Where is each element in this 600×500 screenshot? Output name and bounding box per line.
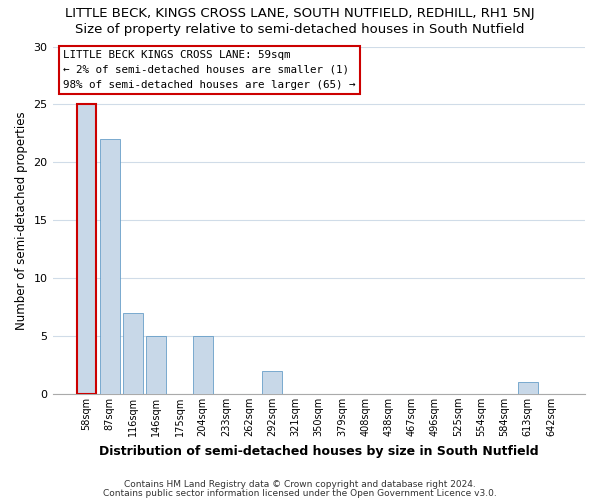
Bar bbox=[123, 313, 143, 394]
Bar bbox=[193, 336, 212, 394]
Text: LITTLE BECK KINGS CROSS LANE: 59sqm
← 2% of semi-detached houses are smaller (1): LITTLE BECK KINGS CROSS LANE: 59sqm ← 2%… bbox=[63, 50, 356, 90]
Text: Contains HM Land Registry data © Crown copyright and database right 2024.: Contains HM Land Registry data © Crown c… bbox=[124, 480, 476, 489]
Text: LITTLE BECK, KINGS CROSS LANE, SOUTH NUTFIELD, REDHILL, RH1 5NJ: LITTLE BECK, KINGS CROSS LANE, SOUTH NUT… bbox=[65, 8, 535, 20]
Bar bbox=[146, 336, 166, 394]
Y-axis label: Number of semi-detached properties: Number of semi-detached properties bbox=[15, 111, 28, 330]
Text: Contains public sector information licensed under the Open Government Licence v3: Contains public sector information licen… bbox=[103, 488, 497, 498]
Bar bbox=[518, 382, 538, 394]
Bar bbox=[77, 104, 97, 394]
Bar bbox=[100, 139, 119, 394]
Bar bbox=[262, 370, 282, 394]
X-axis label: Distribution of semi-detached houses by size in South Nutfield: Distribution of semi-detached houses by … bbox=[99, 444, 539, 458]
Text: Size of property relative to semi-detached houses in South Nutfield: Size of property relative to semi-detach… bbox=[75, 22, 525, 36]
